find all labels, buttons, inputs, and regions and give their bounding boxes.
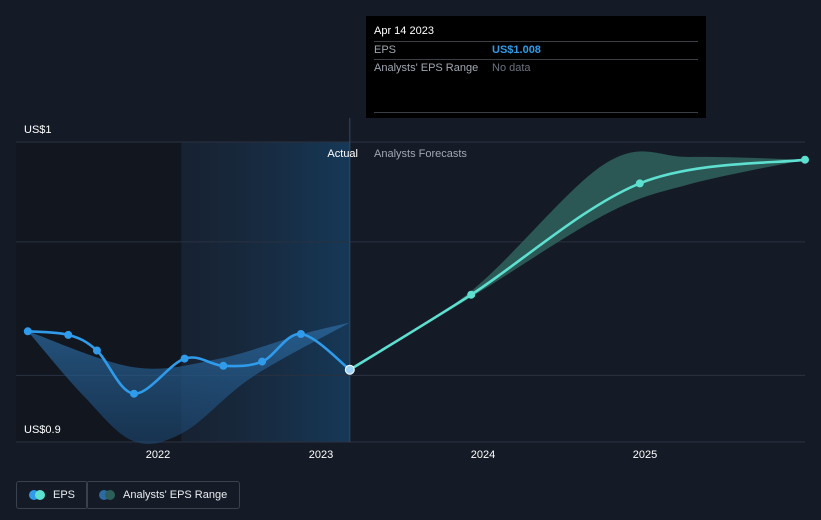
legend-eps-button[interactable]: EPS — [16, 481, 89, 509]
eps-point-forecast-2 — [635, 179, 644, 188]
tooltip-range-label: Analysts' EPS Range — [374, 62, 479, 74]
eps-line-forecast — [349, 158, 806, 371]
tooltip-row-eps: EPS US$1.008 — [374, 41, 698, 59]
range-legend-icon — [99, 490, 115, 500]
eps-point-actual-5 — [219, 361, 228, 370]
eps-point-actual-4 — [180, 354, 189, 363]
eps-point-forecast-3 — [801, 155, 809, 164]
legend-eps-label: EPS — [53, 489, 76, 501]
forecast-region-label: Analysts Forecasts — [374, 148, 467, 160]
tooltip-date: Apr 14 2023 — [374, 25, 434, 37]
x-tick-label-2025: 2025 — [632, 449, 658, 461]
eps-point-actual-3 — [130, 389, 139, 398]
eps-point-actual-0 — [23, 327, 32, 336]
eps-point-forecast-1 — [467, 290, 476, 299]
eps-point-actual-6 — [258, 357, 267, 366]
tooltip-eps-value: US$1.008 — [492, 44, 541, 56]
hovered-eps-point — [344, 364, 355, 375]
eps-range-band-actual — [27, 322, 350, 444]
hover-tooltip: Apr 14 2023 EPS US$1.008 Analysts' EPS R… — [366, 16, 706, 118]
y-axis-label-bottom: US$0.9 — [24, 424, 61, 436]
x-tick-label-2023: 2023 — [308, 449, 334, 461]
x-tick-label-2024: 2024 — [470, 449, 496, 461]
eps-point-actual-7 — [296, 330, 305, 338]
actual-region-label: Actual — [327, 148, 358, 160]
tooltip-range-value: No data — [492, 62, 531, 74]
x-tick-label-2022: 2022 — [145, 449, 171, 461]
legend-range-label: Analysts' EPS Range — [123, 489, 228, 501]
tooltip-row-range: Analysts' EPS Range No data — [374, 59, 698, 77]
eps-point-actual-1 — [64, 330, 73, 339]
y-axis-label-top: US$1 — [24, 124, 52, 136]
eps-point-actual-2 — [92, 346, 101, 355]
tooltip-eps-label: EPS — [374, 44, 397, 56]
eps-legend-icon — [29, 490, 45, 500]
tooltip-divider — [374, 112, 698, 113]
legend-range-button[interactable]: Analysts' EPS Range — [86, 481, 241, 509]
eps-range-band-forecast — [349, 151, 805, 370]
